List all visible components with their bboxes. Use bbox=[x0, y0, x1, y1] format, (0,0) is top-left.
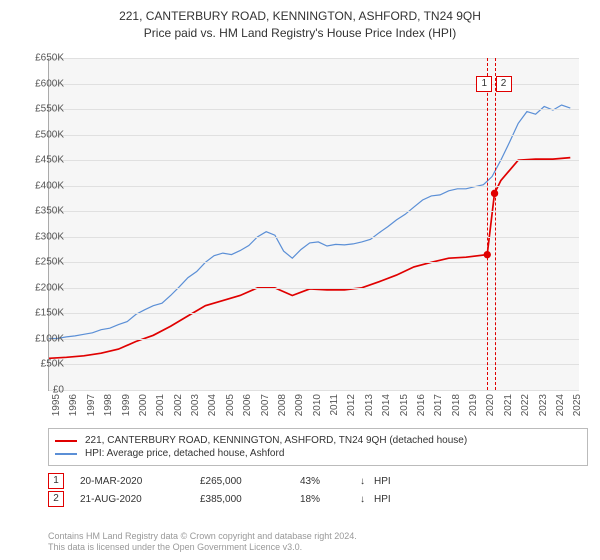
sale-date: 21-AUG-2020 bbox=[80, 494, 200, 505]
attribution-text: Contains HM Land Registry data © Crown c… bbox=[48, 531, 357, 554]
y-tick-label: £650K bbox=[24, 53, 64, 64]
x-tick-label: 2003 bbox=[190, 394, 201, 424]
x-tick-label: 2008 bbox=[277, 394, 288, 424]
y-tick-label: £600K bbox=[24, 78, 64, 89]
y-tick-label: £200K bbox=[24, 282, 64, 293]
sale-pct: 43% bbox=[300, 476, 360, 487]
y-tick-label: £300K bbox=[24, 231, 64, 242]
x-tick-label: 2012 bbox=[346, 394, 357, 424]
title-line2: Price paid vs. HM Land Registry's House … bbox=[0, 25, 600, 42]
chart-svg bbox=[49, 58, 579, 390]
x-tick-label: 2017 bbox=[433, 394, 444, 424]
legend-swatch bbox=[55, 453, 77, 455]
chart-title: 221, CANTERBURY ROAD, KENNINGTON, ASHFOR… bbox=[0, 0, 600, 42]
x-tick-label: 2005 bbox=[225, 394, 236, 424]
gridline bbox=[49, 186, 579, 187]
y-tick-label: £250K bbox=[24, 257, 64, 268]
gridline bbox=[49, 288, 579, 289]
callout-number-box: 1 bbox=[476, 76, 492, 92]
legend-row: HPI: Average price, detached house, Ashf… bbox=[55, 448, 581, 459]
gridline bbox=[49, 364, 579, 365]
y-tick-label: £350K bbox=[24, 206, 64, 217]
legend-label: HPI: Average price, detached house, Ashf… bbox=[85, 448, 284, 459]
attribution-line2: This data is licensed under the Open Gov… bbox=[48, 542, 357, 554]
x-tick-label: 1995 bbox=[51, 394, 62, 424]
x-tick-label: 2025 bbox=[572, 394, 583, 424]
sale-date: 20-MAR-2020 bbox=[80, 476, 200, 487]
attribution-line1: Contains HM Land Registry data © Crown c… bbox=[48, 531, 357, 543]
sale-price: £265,000 bbox=[200, 476, 300, 487]
legend-label: 221, CANTERBURY ROAD, KENNINGTON, ASHFOR… bbox=[85, 435, 467, 446]
x-tick-label: 2019 bbox=[468, 394, 479, 424]
y-tick-label: £500K bbox=[24, 129, 64, 140]
x-tick-label: 2023 bbox=[538, 394, 549, 424]
series-line-hpi bbox=[49, 105, 570, 339]
sale-arrow-icon: ↓ bbox=[360, 494, 374, 505]
x-tick-label: 1999 bbox=[121, 394, 132, 424]
x-tick-label: 1997 bbox=[86, 394, 97, 424]
x-tick-label: 2011 bbox=[329, 394, 340, 424]
gridline bbox=[49, 390, 579, 391]
x-tick-label: 2013 bbox=[364, 394, 375, 424]
x-tick-label: 2024 bbox=[555, 394, 566, 424]
x-tick-label: 2007 bbox=[260, 394, 271, 424]
sales-table: 1 20-MAR-2020£265,00043%↓HPI 2 21-AUG-2020£… bbox=[48, 472, 578, 508]
sale-number-box: 1 bbox=[48, 473, 64, 489]
x-tick-label: 2021 bbox=[503, 394, 514, 424]
title-line1: 221, CANTERBURY ROAD, KENNINGTON, ASHFOR… bbox=[0, 8, 600, 25]
y-tick-label: £50K bbox=[24, 359, 64, 370]
gridline bbox=[49, 211, 579, 212]
y-tick-label: £550K bbox=[24, 104, 64, 115]
y-tick-label: £400K bbox=[24, 180, 64, 191]
gridline bbox=[49, 339, 579, 340]
x-tick-label: 2014 bbox=[381, 394, 392, 424]
sale-vs: HPI bbox=[374, 476, 391, 487]
x-tick-label: 2009 bbox=[294, 394, 305, 424]
legend-row: 221, CANTERBURY ROAD, KENNINGTON, ASHFOR… bbox=[55, 435, 581, 446]
sale-row: 1 20-MAR-2020£265,00043%↓HPI bbox=[48, 472, 578, 490]
callout-number-box: 2 bbox=[496, 76, 512, 92]
x-tick-label: 2010 bbox=[312, 394, 323, 424]
sale-row: 2 21-AUG-2020£385,00018%↓HPI bbox=[48, 490, 578, 508]
x-tick-label: 2004 bbox=[207, 394, 218, 424]
gridline bbox=[49, 109, 579, 110]
gridline bbox=[49, 313, 579, 314]
y-tick-label: £450K bbox=[24, 155, 64, 166]
x-tick-label: 2022 bbox=[520, 394, 531, 424]
x-tick-label: 1998 bbox=[103, 394, 114, 424]
sale-price: £385,000 bbox=[200, 494, 300, 505]
x-tick-label: 2016 bbox=[416, 394, 427, 424]
legend-swatch bbox=[55, 440, 77, 442]
callout-dashed-line bbox=[495, 58, 496, 390]
series-line-property bbox=[49, 158, 570, 359]
sale-vs: HPI bbox=[374, 494, 391, 505]
gridline bbox=[49, 58, 579, 59]
sale-number-box: 2 bbox=[48, 491, 64, 507]
x-tick-label: 2018 bbox=[451, 394, 462, 424]
gridline bbox=[49, 262, 579, 263]
gridline bbox=[49, 160, 579, 161]
x-tick-label: 2001 bbox=[155, 394, 166, 424]
callout-dashed-line bbox=[487, 58, 488, 390]
gridline bbox=[49, 237, 579, 238]
chart-legend: 221, CANTERBURY ROAD, KENNINGTON, ASHFOR… bbox=[48, 428, 588, 466]
gridline bbox=[49, 135, 579, 136]
chart-plot-area: 12 bbox=[48, 58, 579, 391]
x-tick-label: 1996 bbox=[68, 394, 79, 424]
x-tick-label: 2000 bbox=[138, 394, 149, 424]
sale-arrow-icon: ↓ bbox=[360, 476, 374, 487]
sale-pct: 18% bbox=[300, 494, 360, 505]
x-tick-label: 2015 bbox=[399, 394, 410, 424]
x-tick-label: 2020 bbox=[485, 394, 496, 424]
y-tick-label: £150K bbox=[24, 308, 64, 319]
y-tick-label: £100K bbox=[24, 333, 64, 344]
x-tick-label: 2006 bbox=[242, 394, 253, 424]
x-tick-label: 2002 bbox=[173, 394, 184, 424]
